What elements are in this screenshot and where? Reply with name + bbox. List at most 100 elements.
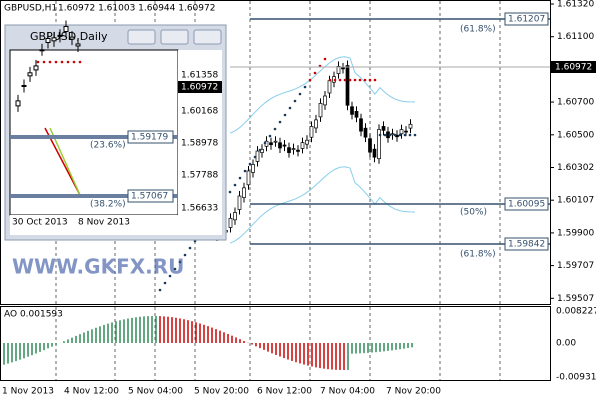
level-box [504,237,549,251]
price-label: 1.59707 [557,261,594,271]
sar-dot [188,246,192,250]
sar-dot [313,71,317,75]
candle-body [359,118,363,132]
candle-body [350,106,354,115]
inset-sar [72,60,76,64]
candle-body [408,123,413,129]
candle-body [318,103,323,118]
sar-dot [273,127,277,131]
sar-dot [243,169,247,173]
sar-dot [233,183,237,187]
inset-level-price: 1.57067 [131,192,168,202]
sar-dot [333,78,337,82]
band [229,56,416,134]
inset-axis-label: 1.61358 [181,71,218,81]
candle-body [296,149,300,152]
indicator-label: AO 0.001593 [4,310,63,320]
candle-body [305,139,309,145]
inset-level-box [127,130,174,144]
sar-dot [298,92,302,96]
level-box [504,12,549,26]
sar-dot [178,260,182,264]
level-box [504,197,549,211]
sar-dot [183,253,187,257]
level-price: 1.61207 [508,15,545,25]
sar-dot [353,78,357,82]
time-label: 6 Nov 12:00 [257,387,312,397]
inset-date: 30 Oct 2013 [12,218,68,228]
chart-header: GBPUSD,H1 [4,4,57,14]
inset-axis-label: 1.58978 [181,139,218,149]
price-label: 1.61100 [557,32,594,42]
sar-dot [288,106,292,110]
inset-date: 8 Nov 2013 [78,218,130,228]
candle-body [282,144,287,147]
indicator-frame [0,306,551,381]
sar-dot [283,113,287,117]
candle-body [323,95,327,106]
indicator-axis-label: -0.009316 [556,373,596,383]
candle-body [390,133,395,136]
sar-dot [338,78,342,82]
sar-dot [293,99,297,103]
price-label: 1.59507 [557,294,594,304]
level-price: 1.59842 [508,240,545,250]
sar-dot [303,85,307,89]
sar-dot [408,133,412,137]
candle-body [246,170,251,186]
chart-ohlc: 1.60972 1.61003 1.60944 1.60972 [58,4,215,14]
inset-sar [36,60,40,64]
candle-body [336,66,341,74]
inset-candle [33,65,39,71]
inset-level-price: 1.59179 [131,133,168,143]
price-label: 1.60500 [557,130,594,140]
candle-body [251,164,255,173]
inset-sar [42,60,46,64]
sar-dot [383,133,387,137]
time-label: 1 Nov 2013 [2,387,54,397]
inset-axis-label: 1.56633 [181,204,218,214]
sar-dot [158,288,162,292]
candle-body [363,127,368,138]
sar-dot [373,78,377,82]
inset-date-bar [10,215,222,235]
candle-body [381,126,386,131]
level-fib: (61.8%) [460,25,496,35]
time-label: 7 Nov 20:00 [386,387,441,397]
level-price: 1.60095 [508,200,545,210]
price-label: 1.60700 [557,98,594,108]
inset-axis-label: 1.60168 [181,107,218,117]
sar-dot [163,281,167,285]
candle-body [354,110,359,118]
inset-sar [54,60,58,64]
sar-dot [308,78,312,82]
candle-body [368,138,372,153]
inset-axis-label: 1.60972 [181,83,218,93]
sar-dot [403,133,407,137]
candle-body [255,150,260,162]
candle-body [291,148,296,150]
sar-dot [248,162,252,166]
fib-line [44,127,81,196]
time-label: 5 Nov 04:00 [128,387,183,397]
level-fib: (50%) [460,208,487,218]
level-fib: (61.8%) [460,250,496,260]
window-title: GBPUSD,Daily [30,30,108,43]
candle-body [273,140,278,143]
window-button [127,29,156,45]
candle-body [341,67,345,70]
inset-sar [48,60,52,64]
candle-body [233,212,237,221]
candle-body [327,80,332,94]
sar-dot [173,267,177,271]
price-label: 1.59900 [557,228,594,238]
candle-body [287,147,291,153]
time-label: 4 Nov 12:00 [64,387,119,397]
inset-axis-label: 1.57788 [181,171,218,181]
sar-dot [358,78,362,82]
inset-sar [78,60,82,64]
inset-current-box [178,81,222,93]
candle-body [228,217,233,228]
inset-level-fib: (23.6%) [90,141,126,151]
